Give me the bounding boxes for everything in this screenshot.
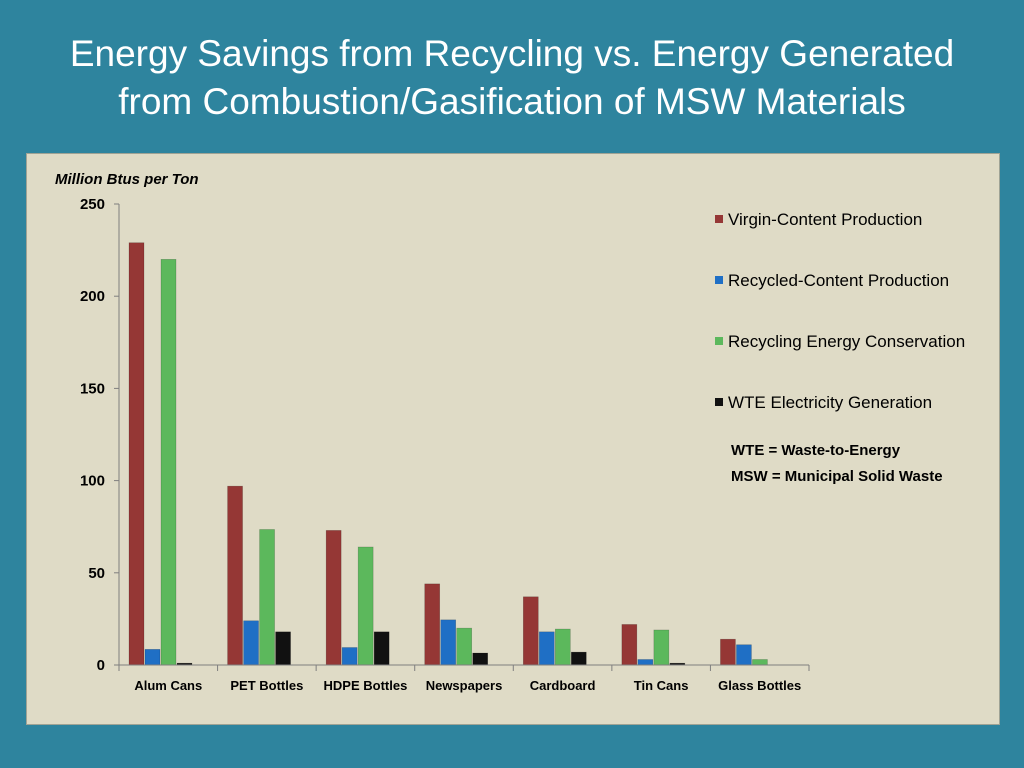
x-category-label: Glass Bottles: [718, 678, 801, 693]
y-tick-label: 250: [80, 196, 105, 213]
bar-pet-bottles-series-3: [259, 529, 275, 666]
chart-panel: Million Btus per Ton 0 50 100 150 200 250 Alum…: [26, 153, 1000, 725]
legend-swatch: [715, 276, 723, 284]
legend-swatch: [715, 337, 723, 345]
chart-note: WTE = Waste-to-Energy: [731, 442, 901, 459]
bar-hdpe-bottles-series-1: [325, 530, 342, 666]
legend-label: Virgin-Content Production: [728, 210, 922, 229]
slide-title-line-1: Energy Savings from Recycling vs. Energy…: [69, 33, 955, 74]
bar-cardboard-series-2: [538, 631, 555, 666]
chart-notes: WTE = Waste-to-Energy MSW = Municipal Sol…: [731, 442, 943, 485]
bar-alum-cans-series-3: [160, 259, 177, 666]
bar-alum-cans-series-1: [128, 242, 145, 666]
bars-layer: [128, 242, 768, 666]
bar-hdpe-bottles-series-2: [341, 647, 358, 666]
bar-glass-bottles-series-2: [736, 644, 752, 666]
x-category-label: Tin Cans: [634, 678, 689, 693]
axis-layer: 0 50 100 150 200 250 Alum Cans PET Bottles HDPE …: [80, 196, 810, 693]
x-category-label: PET Bottles: [230, 678, 303, 693]
bar-glass-bottles-series-3: [752, 659, 768, 666]
bar-newspapers-series-3: [456, 627, 473, 666]
bar-tin-cans-series-3: [653, 629, 670, 666]
x-category-label: Cardboard: [530, 678, 596, 693]
bar-newspapers-series-2: [440, 619, 457, 666]
legend-swatch: [715, 215, 723, 223]
x-category-label: Newspapers: [426, 678, 503, 693]
slide-title: Energy Savings from Recycling vs. Energy…: [0, 30, 1024, 126]
y-tick-label: 100: [80, 473, 105, 490]
legend: Virgin-Content Production Recycled-Conten…: [715, 210, 965, 412]
legend-label: Recycling Energy Conservation: [728, 332, 965, 351]
bar-pet-bottles-series-1: [227, 485, 243, 666]
y-tick-label: 0: [97, 657, 105, 674]
bar-pet-bottles-series-2: [243, 620, 259, 666]
y-tick-label: 150: [80, 380, 105, 397]
bar-cardboard-series-4: [570, 651, 587, 666]
bar-pet-bottles-series-4: [275, 631, 291, 666]
bar-chart: Million Btus per Ton 0 50 100 150 200 250 Alum…: [55, 171, 965, 693]
y-tick-label: 50: [88, 565, 105, 582]
bar-alum-cans-series-2: [144, 649, 161, 666]
x-category-label: Alum Cans: [134, 678, 202, 693]
y-axis-unit-label: Million Btus per Ton: [55, 171, 199, 188]
legend-label: Recycled-Content Production: [728, 271, 949, 290]
x-category-label: HDPE Bottles: [324, 678, 408, 693]
chart-note: MSW = Municipal Solid Waste: [731, 468, 943, 485]
bar-tin-cans-series-1: [621, 624, 638, 666]
bar-cardboard-series-1: [522, 596, 539, 666]
bar-hdpe-bottles-series-3: [357, 546, 374, 666]
y-tick-label: 200: [80, 288, 105, 305]
legend-swatch: [715, 398, 723, 406]
bar-hdpe-bottles-series-4: [373, 631, 390, 666]
legend-label: WTE Electricity Generation: [728, 393, 932, 412]
bar-newspapers-series-4: [472, 652, 489, 666]
bar-newspapers-series-1: [424, 583, 441, 666]
bar-glass-bottles-series-1: [720, 638, 736, 666]
bar-tin-cans-series-2: [637, 659, 654, 666]
bar-cardboard-series-3: [554, 628, 571, 666]
slide-title-line-2: from Combustion/Gasification of MSW Mate…: [118, 81, 906, 122]
